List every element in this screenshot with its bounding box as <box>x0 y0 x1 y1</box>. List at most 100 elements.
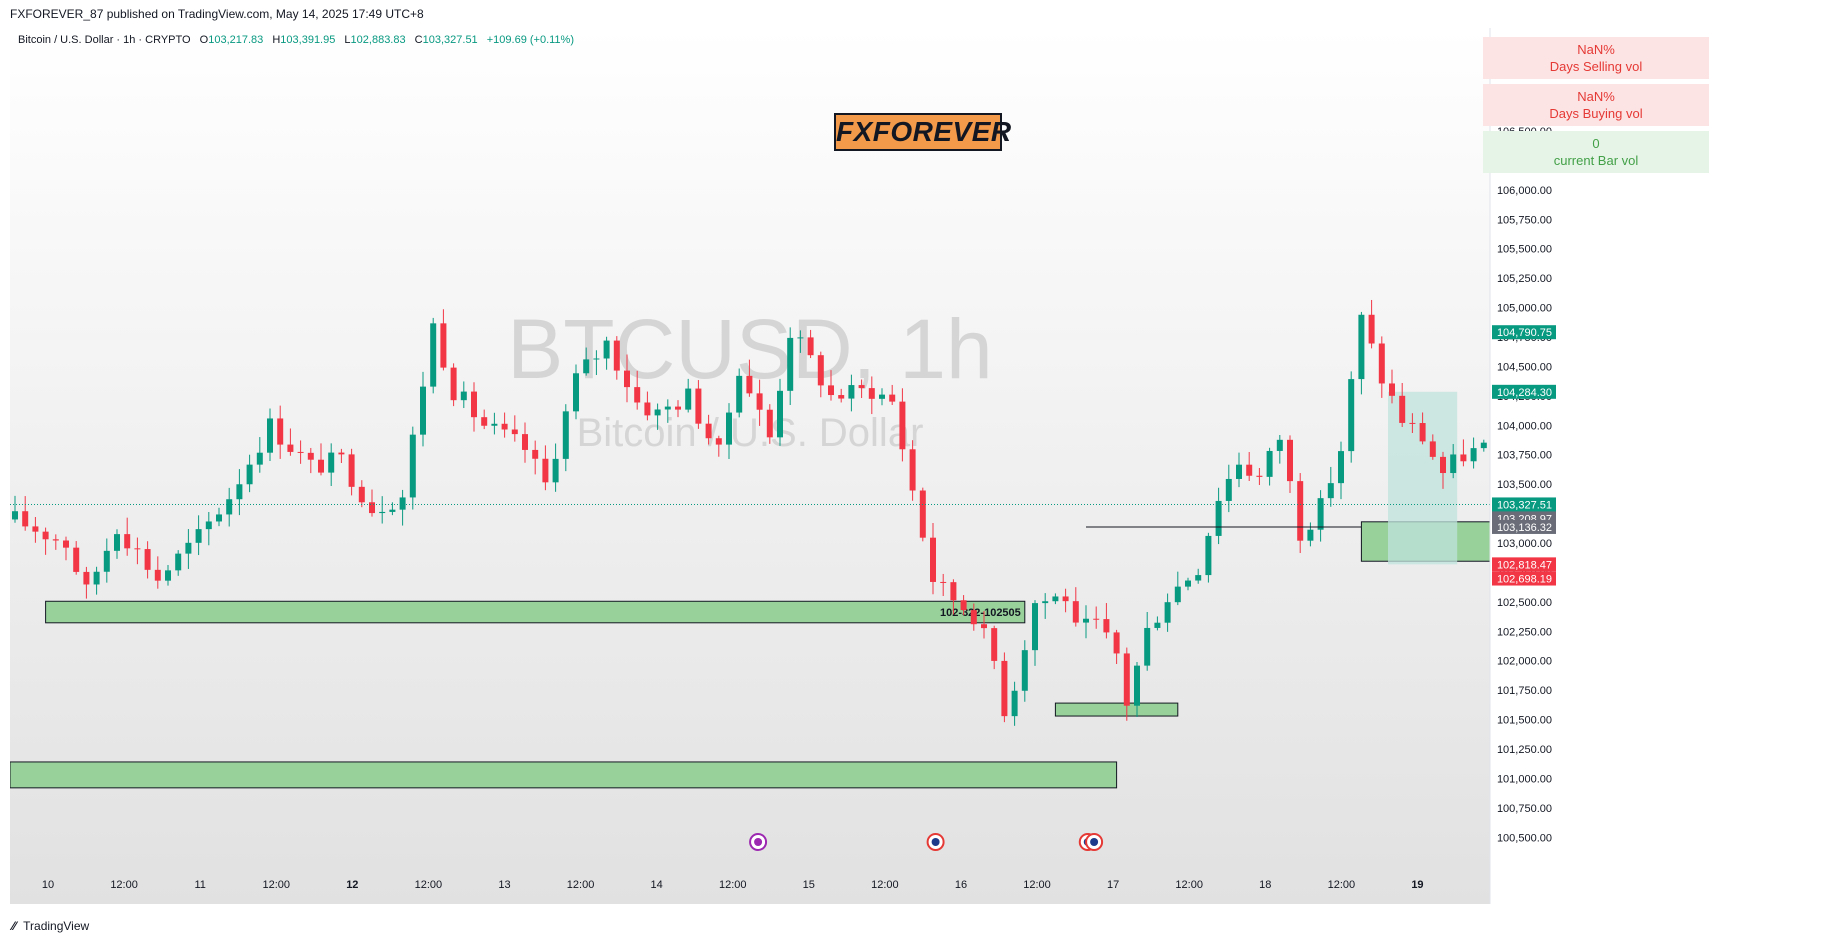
candle-body[interactable] <box>664 406 671 410</box>
candle-body[interactable] <box>420 386 426 435</box>
candle-body[interactable] <box>1062 596 1069 602</box>
candle-body[interactable] <box>562 411 569 459</box>
candle-body[interactable] <box>909 449 916 491</box>
candle-body[interactable] <box>1317 498 1324 530</box>
candle-body[interactable] <box>1236 464 1242 479</box>
candle-body[interactable] <box>930 537 936 582</box>
candle-body[interactable] <box>12 511 18 520</box>
candle-body[interactable] <box>1021 650 1028 691</box>
candle-body[interactable] <box>328 452 335 473</box>
candle-body[interactable] <box>787 337 794 391</box>
candle-body[interactable] <box>471 391 477 418</box>
candle-body[interactable] <box>358 486 365 503</box>
candle-body[interactable] <box>940 581 947 583</box>
candle-body[interactable] <box>63 540 69 548</box>
candle-body[interactable] <box>1103 619 1110 633</box>
candle-body[interactable] <box>583 359 590 374</box>
candle-body[interactable] <box>287 444 294 452</box>
candle-body[interactable] <box>134 548 141 550</box>
candle-body[interactable] <box>838 395 845 399</box>
candle-body[interactable] <box>450 367 457 401</box>
candle-body[interactable] <box>144 549 151 570</box>
candle-body[interactable] <box>1113 632 1120 654</box>
candle-body[interactable] <box>858 385 865 389</box>
tradingview-logo-icon[interactable]: ⁄⁄ <box>12 919 17 933</box>
candle-body[interactable] <box>654 409 661 416</box>
candle-body[interactable] <box>1174 586 1181 603</box>
candle-body[interactable] <box>409 434 416 498</box>
demand-zone-bottom[interactable] <box>10 761 1118 789</box>
candle-body[interactable] <box>1378 343 1385 384</box>
candle-body[interactable] <box>1440 456 1446 474</box>
candle-body[interactable] <box>960 600 967 611</box>
candle-body[interactable] <box>1358 314 1365 380</box>
candle-body[interactable] <box>613 340 620 371</box>
candle-body[interactable] <box>685 388 692 410</box>
candle-body[interactable] <box>1083 618 1089 623</box>
candle-body[interactable] <box>22 511 29 527</box>
time-axis[interactable] <box>10 852 1490 904</box>
candle-body[interactable] <box>430 323 437 387</box>
candle-body[interactable] <box>1205 535 1212 576</box>
candle-body[interactable] <box>705 423 712 439</box>
candle-body[interactable] <box>868 388 875 399</box>
candle-body[interactable] <box>369 502 375 514</box>
candle-body[interactable] <box>1134 665 1140 706</box>
candle-body[interactable] <box>297 451 304 453</box>
candle-body[interactable] <box>736 375 743 413</box>
candle-body[interactable] <box>991 628 998 661</box>
candle-body[interactable] <box>501 423 508 430</box>
candle-body[interactable] <box>481 417 488 426</box>
candle-body[interactable] <box>1480 442 1487 449</box>
candle-body[interactable] <box>1368 314 1375 344</box>
candle-body[interactable] <box>899 401 906 450</box>
candle-body[interactable] <box>1185 580 1191 587</box>
candle-body[interactable] <box>32 526 39 532</box>
candle-body[interactable] <box>593 358 600 360</box>
candle-body[interactable] <box>491 423 498 426</box>
candle-body[interactable] <box>1429 441 1436 457</box>
candle-body[interactable] <box>1338 451 1344 484</box>
candle-body[interactable] <box>542 458 549 483</box>
candle-body[interactable] <box>267 418 273 453</box>
candle-body[interactable] <box>817 355 824 386</box>
candle-body[interactable] <box>1144 627 1151 666</box>
candle-body[interactable] <box>114 534 120 551</box>
candle-body[interactable] <box>746 375 753 394</box>
candle-body[interactable] <box>1195 575 1202 581</box>
candle-body[interactable] <box>236 484 243 500</box>
candle-body[interactable] <box>124 534 131 549</box>
candle-body[interactable] <box>511 429 518 435</box>
candle-body[interactable] <box>73 547 80 572</box>
candle-body[interactable] <box>573 373 579 412</box>
candle-body[interactable] <box>777 390 783 438</box>
candle-body[interactable] <box>389 509 396 512</box>
candle-body[interactable] <box>1399 395 1406 423</box>
candle-body[interactable] <box>348 454 355 487</box>
candle-body[interactable] <box>756 393 763 410</box>
candle-body[interactable] <box>1011 690 1018 717</box>
candle-body[interactable] <box>950 582 957 601</box>
candle-body[interactable] <box>93 571 100 585</box>
chart-area[interactable]: BTCUSD, 1h Bitcoin / U.S. Dollar 102-322-… <box>10 28 1754 904</box>
candle-body[interactable] <box>848 385 855 399</box>
candle-body[interactable] <box>1123 653 1130 706</box>
candle-body[interactable] <box>1042 601 1049 604</box>
candle-body[interactable] <box>889 394 896 402</box>
candle-body[interactable] <box>1307 529 1314 541</box>
candle-body[interactable] <box>1246 464 1253 476</box>
candle-body[interactable] <box>1215 500 1222 536</box>
candle-body[interactable] <box>216 514 222 522</box>
candle-body[interactable] <box>1032 603 1038 651</box>
candle-body[interactable] <box>226 499 233 515</box>
candle-body[interactable] <box>103 550 110 572</box>
candle-body[interactable] <box>185 542 192 554</box>
candle-body[interactable] <box>675 406 681 410</box>
candle-body[interactable] <box>52 539 59 541</box>
candle-body[interactable] <box>379 511 386 514</box>
candle-body[interactable] <box>1093 618 1100 620</box>
candle-body[interactable] <box>318 459 324 473</box>
candle-body[interactable] <box>1409 422 1416 424</box>
candle-body[interactable] <box>154 569 161 581</box>
